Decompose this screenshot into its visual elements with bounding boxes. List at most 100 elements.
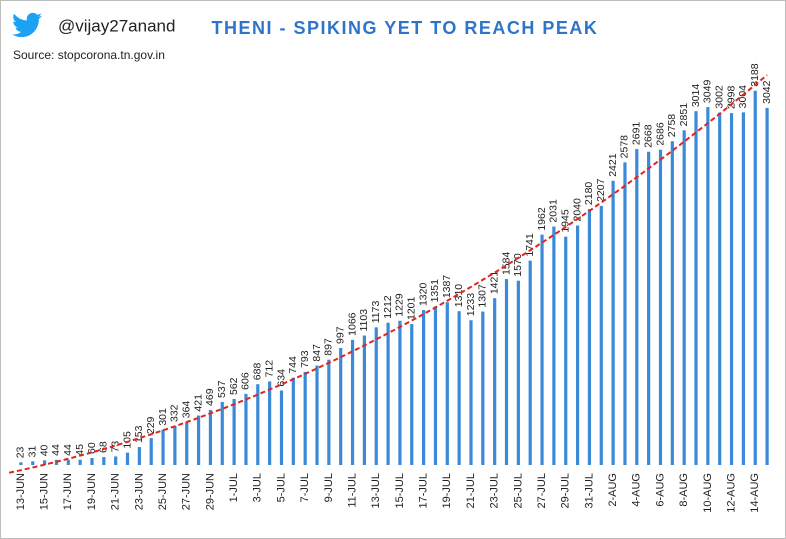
value-label: 332: [169, 404, 181, 422]
bar: [516, 280, 520, 465]
x-tick-label: 27-JUL: [536, 473, 548, 508]
value-label: 2031: [548, 199, 560, 223]
bar: [114, 456, 118, 465]
x-tick-label: 4-AUG: [631, 473, 643, 507]
bar: [410, 324, 414, 465]
bar: [327, 359, 331, 465]
x-tick-label: 13-JUN: [15, 473, 27, 510]
x-tick-label: 15-JUN: [39, 473, 51, 510]
bar: [90, 457, 94, 465]
x-tick-label: 8-AUG: [678, 473, 690, 507]
x-tick-label: 25-JUN: [157, 473, 169, 510]
value-label: 1421: [488, 271, 500, 295]
value-label: 3188: [749, 63, 761, 87]
value-label: 2207: [595, 178, 607, 202]
value-label: 301: [157, 408, 169, 426]
x-tick-label: 19-JUL: [441, 473, 453, 508]
bar: [729, 113, 734, 466]
x-tick-label: 14-AUG: [749, 473, 761, 513]
trendline: [8, 74, 768, 474]
value-label: 634: [275, 369, 287, 387]
bar: [647, 151, 651, 466]
bar: [504, 279, 509, 465]
bar: [587, 209, 592, 465]
x-tick-label: 23-JUL: [489, 473, 501, 508]
bar: [670, 141, 674, 465]
value-label: 421: [192, 394, 204, 412]
bar: [564, 236, 568, 465]
value-label: 744: [287, 356, 299, 374]
value-label: 606: [240, 372, 252, 390]
x-tick-label: 31-JUL: [583, 473, 595, 508]
bar: [196, 415, 201, 465]
bar: [552, 226, 556, 465]
bar: [540, 234, 544, 465]
value-label: 2758: [666, 114, 678, 138]
bar: [362, 335, 366, 465]
bar: [469, 320, 473, 465]
value-label: 562: [228, 377, 240, 395]
bar: [658, 149, 663, 465]
x-tick-label: 10-AUG: [702, 473, 714, 513]
value-label: 1351: [429, 279, 441, 303]
bar: [232, 399, 236, 465]
bar: [137, 447, 141, 465]
bar: [457, 311, 461, 465]
value-label: 712: [263, 360, 275, 378]
value-label: 1570: [512, 253, 524, 277]
x-tick-label: 7-JUL: [299, 473, 311, 502]
x-tick-label: 21-JUN: [110, 473, 122, 510]
bar: [173, 426, 177, 465]
bar: [268, 381, 272, 465]
value-label: 793: [299, 350, 311, 368]
x-tick-label: 21-JUL: [465, 473, 477, 508]
x-tick-label: 29-JUL: [560, 473, 572, 508]
bar: [445, 302, 449, 465]
value-label: 44: [62, 444, 74, 456]
value-label: 1103: [358, 309, 370, 332]
bar: [185, 422, 189, 465]
value-label: 1584: [500, 252, 512, 276]
value-label: 2668: [642, 124, 654, 148]
bar: [398, 320, 402, 465]
bar: [599, 205, 603, 465]
value-label: 1741: [524, 233, 536, 257]
value-label: 40: [38, 444, 50, 456]
value-label: 2686: [654, 122, 666, 146]
value-label: 364: [181, 401, 193, 419]
bar: [374, 327, 378, 465]
bar: [43, 460, 47, 465]
bar: [256, 384, 260, 465]
value-label: 68: [98, 441, 110, 453]
bar: [386, 322, 390, 465]
bar: [102, 457, 106, 465]
x-tick-label: 19-JUN: [86, 473, 98, 510]
value-label: 229: [145, 416, 157, 434]
bar: [161, 429, 165, 465]
chart-title: THENI - SPIKING YET TO REACH PEAK: [212, 18, 599, 38]
value-label: 3042: [761, 80, 773, 104]
bar: [706, 107, 710, 465]
value-label: 1233: [465, 293, 477, 317]
bar: [125, 452, 130, 465]
x-tick-label: 17-JUL: [418, 473, 430, 508]
bar: [493, 298, 497, 465]
x-tick-label: 5-JUL: [275, 473, 287, 502]
value-label: 997: [334, 326, 346, 344]
source: Source: stopcorona.tn.gov.in: [13, 48, 165, 62]
x-tick-label: 9-JUL: [323, 473, 335, 502]
value-label: 45: [74, 444, 86, 456]
value-label: 1310: [453, 284, 465, 308]
bar: [694, 111, 698, 465]
value-label: 1387: [441, 275, 453, 299]
x-tick-label: 12-AUG: [725, 473, 737, 513]
x-tick-label: 3-JUL: [252, 473, 264, 502]
bar: [528, 260, 532, 465]
bar: [279, 390, 284, 465]
bar: [481, 311, 485, 465]
value-label: 2421: [607, 153, 619, 177]
value-label: 2180: [583, 182, 595, 206]
x-tick-label: 17-JUN: [62, 473, 74, 510]
